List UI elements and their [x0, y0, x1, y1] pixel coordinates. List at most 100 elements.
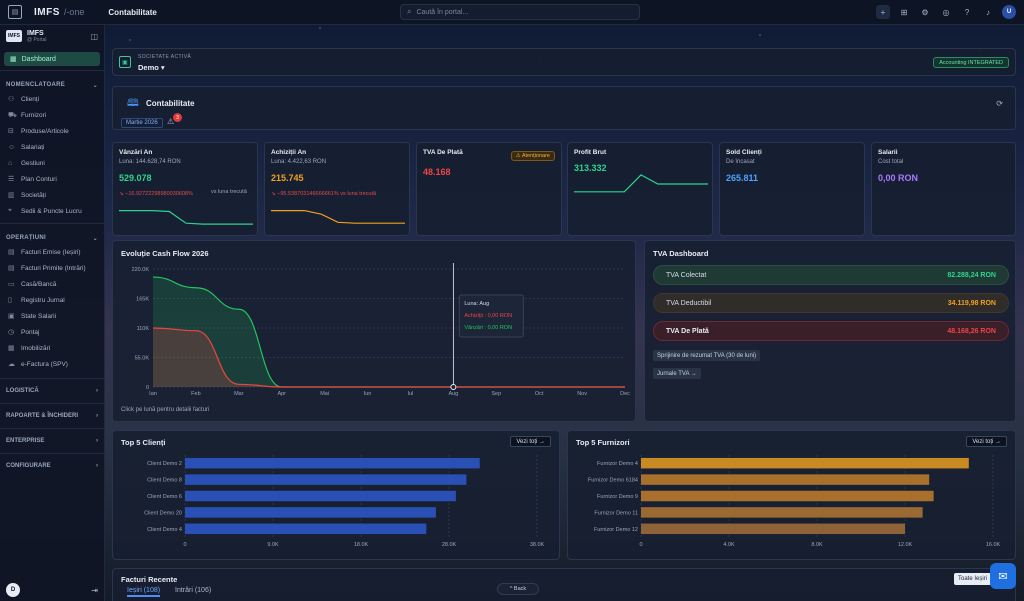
sidebar-item-facturi-emise[interactable]: ▤ Facturi Emise (Ieșiri) [8, 248, 81, 257]
bar [185, 474, 467, 485]
sidebar-group-operatiuni[interactable]: OPERAȚIUNI ⌄ [6, 235, 98, 242]
view-all-suppliers-button[interactable]: Vezi toți → [966, 436, 1007, 447]
tva-title: TVA Dashboard [653, 249, 709, 258]
help-icon[interactable]: ? [964, 7, 970, 17]
list-icon: ☰ [8, 176, 15, 183]
add-icon[interactable]: + [876, 5, 890, 19]
menu-toggle-icon[interactable]: ▤ [8, 5, 22, 19]
category-label: Furnizor Demo 6184 [588, 478, 638, 484]
sidebar-group-rapoarte[interactable]: RAPOARTE & ÎNCHIDERI › [0, 403, 104, 428]
bar [185, 523, 427, 535]
dashboard-icon: ▦ [10, 56, 17, 63]
chevron-down-icon: ⌄ [92, 236, 98, 242]
sidebar-group-configurare[interactable]: CONFIGURARE › [0, 453, 104, 478]
sidebar-item-gestiuni[interactable]: ⌂ Gestiuni [8, 159, 45, 167]
sidebar-item-plan-conturi[interactable]: ☰ Plan Conturi [8, 175, 57, 184]
top-clients-chart[interactable]: 0 9.0K 18.0K 28.0K 38.0K Client Demo 2 Client … [113, 431, 561, 561]
integration-badge: Accounting INTEGRATED [933, 57, 1009, 68]
tva-deductibil-row[interactable]: TVA Deductibil 34.119,98 RON [653, 293, 1009, 313]
warehouse-icon: ⌂ [8, 159, 13, 167]
kpi-tva-plata[interactable]: TVA De Plată ⚠ Atenționare 48.168 [416, 142, 562, 236]
category-label: Furnizor Demo 9 [597, 494, 638, 500]
footer-avatar[interactable]: D [6, 583, 20, 597]
sidebar-item-clienti[interactable]: ⚇ Clienți [8, 95, 40, 104]
tab-intrari[interactable]: Intrări (106) [175, 587, 212, 594]
invoice-in-icon: ▤ [8, 265, 15, 272]
search-input[interactable]: ⌕ Caută în portal... [400, 4, 640, 20]
asset-icon: ▦ [8, 345, 15, 352]
x-tick-label: Sep [491, 391, 501, 397]
category-label: Furnizor Demo 12 [594, 527, 638, 533]
series-area-0 [153, 277, 625, 387]
x-tick-label: 28.0K [442, 542, 457, 548]
top-suppliers-panel: 0 4.0K 8.0K 12.0K 16.0K Furnizor Demo 4 Furniz… [567, 430, 1016, 560]
sidebar-group-nomenclatoare[interactable]: NOMENCLATOARE ⌄ [6, 82, 98, 89]
sidebar-footer: D ⇥ [6, 583, 98, 597]
sidebar-item-sedii[interactable]: ⌖ Sedii & Puncte Lucru [8, 207, 82, 215]
top-suppliers-chart[interactable]: 0 4.0K 8.0K 12.0K 16.0K Furnizor Demo 4 Furniz… [568, 431, 1017, 561]
tva-journals-button[interactable]: Jurnale TVA → [653, 368, 701, 379]
kpi-salarii[interactable]: Salarii Cost total 0,00 RON [871, 142, 1016, 236]
search-icon: ⌕ [407, 7, 412, 16]
tooltip-vanzari: Vânzări : 0,00 RON [464, 325, 512, 331]
x-tick-label: Feb [191, 391, 200, 397]
grid-icon[interactable]: ⊞ [900, 7, 908, 17]
view-all-clients-button[interactable]: Vezi toți → [510, 436, 551, 447]
sidebar-group-logistica[interactable]: LOGISTICĂ › [0, 378, 104, 403]
x-tick-label: Apr [277, 391, 286, 397]
box-icon: ⊟ [8, 128, 14, 135]
tva-plata-row[interactable]: TVA De Plată 48.168,26 RON [653, 321, 1009, 341]
sparkline-path [271, 210, 405, 224]
view-all-invoices-button[interactable]: Toate Ieșiri [953, 573, 991, 585]
sidebar-item-state-salarii[interactable]: ▣ State Salarii [8, 312, 57, 321]
x-tick-label: 9.0K [267, 542, 279, 548]
sidebar-item-efactura[interactable]: ☁ e-Factura (SPV) [8, 360, 68, 369]
active-company-select[interactable]: Demo ▾ [138, 63, 165, 72]
cashflow-chart[interactable]: 0 55.0K 110K 165K 220.0K Ian Feb Mar Apr Mai Iun Iu… [113, 241, 637, 423]
logout-icon[interactable]: ⇥ [91, 585, 98, 595]
tooltip-achizitii: Achiziții : 0,00 RON [464, 313, 512, 319]
refresh-icon[interactable]: ⟳ [996, 99, 1003, 108]
period-selector[interactable]: Martie 2026 [121, 118, 163, 128]
sidebar-item-salariati[interactable]: ☺ Salariați [8, 143, 45, 151]
brand-logo[interactable]: IMFS [34, 6, 60, 18]
sidebar-item-imobilizari[interactable]: ▦ Imobilizări [8, 344, 51, 353]
chat-icon[interactable]: ✉ [990, 563, 1016, 589]
org-logo: IMFS [6, 30, 22, 42]
sidebar: IMFS IMFS @ Portal ◫ ▦ Dashboard NOMENCL… [0, 25, 105, 601]
tva-summary-button[interactable]: Sprijinire de rezumat TVA (30 de luni) [653, 350, 761, 361]
kpi-achizitii[interactable]: Achiziții An Luna: 4.422,63 RON 215.745 … [264, 142, 410, 236]
sidebar-item-facturi-primite[interactable]: ▤ Facturi Primite (Intrări) [8, 264, 86, 273]
back-button[interactable]: ^ Back [497, 583, 539, 595]
sidebar-item-furnizori[interactable]: ⛟ Furnizori [8, 111, 47, 119]
user-avatar[interactable]: U [1002, 5, 1016, 19]
highlight-point [450, 384, 457, 390]
sidebar-item-societati[interactable]: ▥ Societăți [8, 191, 46, 200]
sidebar-item-pontaj[interactable]: ◷ Pontaj [8, 328, 40, 337]
kpi-vanzari[interactable]: Vânzări An Luna: 144.628,74 RON 529.078 … [112, 142, 258, 236]
warning-badge: ⚠ Atenționare [510, 151, 555, 161]
sidebar-item-casa-banca[interactable]: ▭ Casă/Bancă [8, 280, 57, 289]
kpi-sold-clienti[interactable]: Sold Clienți De încasat 265.811 [719, 142, 865, 236]
sidebar-item-produse[interactable]: ⊟ Produse/Articole [8, 127, 69, 136]
tab-iesiri[interactable]: Ieșiri (108) [127, 587, 161, 597]
sidebar-group-enterprise[interactable]: ENTERPRISE › [0, 428, 104, 453]
x-tick-label: Mar [234, 391, 244, 397]
x-tick-label: Aug [448, 391, 458, 397]
alert-icon[interactable]: ⚠ [167, 117, 175, 126]
settings-icon[interactable]: ⚙ [921, 7, 929, 17]
globe-icon[interactable]: ◎ [942, 7, 950, 17]
bar [185, 457, 480, 469]
kpi-sparkline [574, 174, 708, 193]
bell-icon[interactable]: ♪ [986, 7, 990, 17]
kpi-value: 48.168 [423, 167, 451, 177]
tooltip-title: Luna: Aug [464, 301, 489, 307]
chart-tooltip: Luna: Aug Achiziții : 0,00 RON Vânzări : 0… [458, 294, 524, 338]
sidebar-item-dashboard[interactable]: ▦ Dashboard [4, 52, 100, 66]
tva-colectat-row[interactable]: TVA Colectat 82.288,24 RON [653, 265, 1009, 285]
bar [641, 457, 969, 469]
collapse-sidebar-icon[interactable]: ◫ [90, 31, 98, 41]
kpi-profit-brut[interactable]: Profit Brut 313.332 [567, 142, 713, 236]
sidebar-item-registru-jurnal[interactable]: ▯ Registru Jurnal [8, 296, 65, 305]
x-tick-label: Ian [149, 391, 157, 397]
